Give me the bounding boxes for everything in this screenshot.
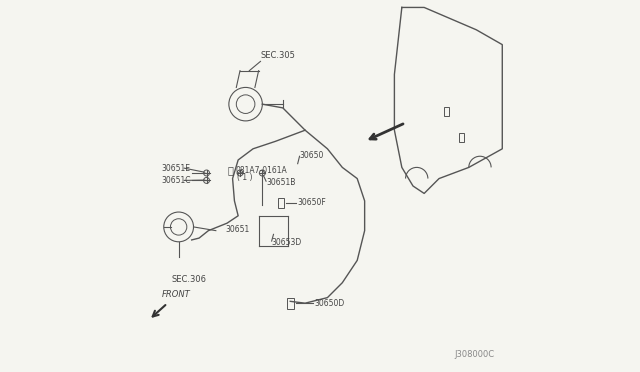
Text: SEC.306: SEC.306: [172, 275, 206, 284]
Text: J308000C: J308000C: [454, 350, 495, 359]
Text: SEC.305: SEC.305: [260, 51, 295, 60]
Text: Ⓑ: Ⓑ: [228, 166, 234, 175]
Text: 30651C: 30651C: [162, 176, 191, 185]
Text: 30650: 30650: [300, 151, 324, 160]
Text: ( 1 ): ( 1 ): [237, 173, 253, 182]
Text: 30650D: 30650D: [314, 299, 345, 308]
Bar: [278, 198, 284, 208]
Bar: [287, 298, 294, 309]
Text: 30651E: 30651E: [162, 164, 191, 173]
Text: 30653D: 30653D: [271, 238, 302, 247]
Bar: [444, 107, 449, 116]
Text: 30650F: 30650F: [298, 198, 326, 207]
Text: 30651B: 30651B: [266, 178, 296, 187]
Bar: [459, 133, 464, 142]
Text: FRONT: FRONT: [162, 291, 191, 299]
Text: 081A7-0161A: 081A7-0161A: [236, 166, 287, 175]
Text: 30651: 30651: [225, 225, 250, 234]
